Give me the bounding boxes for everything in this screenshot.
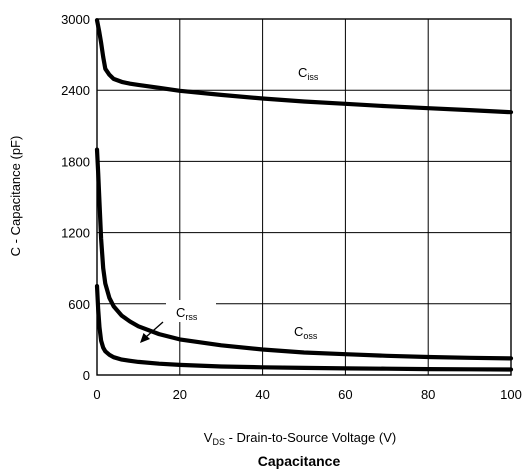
x-axis-title: VDS - Drain-to-Source Voltage (V) bbox=[204, 430, 396, 447]
coss-label-bg bbox=[290, 318, 334, 342]
y-tick-label: 3000 bbox=[61, 12, 90, 27]
y-tick-label: 600 bbox=[68, 297, 90, 312]
coss-line bbox=[94, 147, 514, 361]
y-tick-label: 1800 bbox=[61, 154, 90, 169]
x-tick-label: 100 bbox=[500, 387, 522, 402]
crss-label: Crss bbox=[176, 305, 198, 322]
ciss-label-bg bbox=[296, 60, 330, 82]
chart-title: Capacitance bbox=[258, 453, 341, 469]
y-tick-label: 2400 bbox=[61, 83, 90, 98]
ciss-label: Ciss bbox=[298, 65, 319, 82]
y-tick-label: 1200 bbox=[61, 226, 90, 241]
x-tick-label: 0 bbox=[93, 387, 100, 402]
series-lines bbox=[94, 18, 514, 372]
x-tick-labels: 0 20 40 60 80 100 bbox=[93, 387, 521, 402]
ciss-line bbox=[94, 18, 514, 115]
coss-label: Coss bbox=[294, 324, 318, 341]
crss-arrow bbox=[140, 321, 164, 343]
x-tick-label: 20 bbox=[173, 387, 187, 402]
x-tick-label: 60 bbox=[338, 387, 352, 402]
crss-line bbox=[94, 283, 514, 372]
x-tick-label: 40 bbox=[255, 387, 269, 402]
y-tick-label: 0 bbox=[83, 368, 90, 383]
y-tick-labels: 0 600 1200 1800 2400 3000 bbox=[61, 12, 90, 383]
crss-label-bg bbox=[166, 300, 216, 322]
x-tick-label: 80 bbox=[421, 387, 435, 402]
plot-frame bbox=[96, 18, 512, 376]
y-axis-title: C - Capacitance (pF) bbox=[8, 136, 23, 257]
